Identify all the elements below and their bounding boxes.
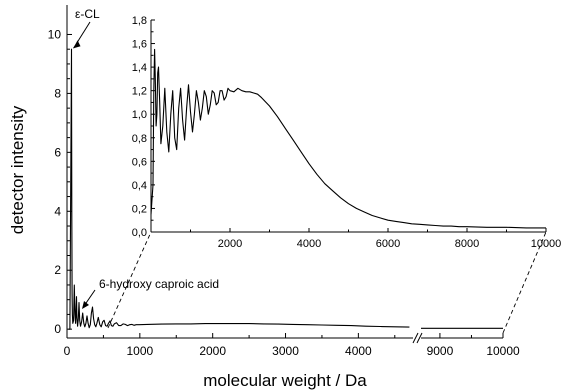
y-tick-label: 2 [54,263,61,277]
axis-break-mark [412,332,419,344]
x-tick-label: 10000 [486,344,520,358]
inset-series-line [150,48,546,229]
y-tick-label: 10 [48,27,62,41]
inset-x-tick-label: 8000 [455,238,479,250]
main-series-line [68,48,410,330]
inset-y-tick-label: 1,0 [132,109,147,121]
inset-y-tick-label: 1,4 [132,62,147,74]
axis-break-mark [416,332,423,344]
y-tick-label: 4 [54,204,61,218]
x-tick-label: 0 [64,344,71,358]
inset-y-tick-label: 0,6 [132,156,147,168]
annotation-arrowhead [73,40,81,49]
connector-left [107,231,152,329]
y-tick-label: 6 [54,145,61,159]
connector-right [502,231,547,334]
inset-y-tick-label: 0,0 [132,227,147,239]
x-tick-label: 3000 [272,344,299,358]
inset-x-tick-label: 6000 [376,238,400,250]
inset-y-tick-label: 0,8 [132,133,147,145]
annotation-label: 6-hydroxy caproic acid [99,277,219,291]
x-axis-title: molecular weight / Da [203,371,367,390]
x-tick-label: 2000 [199,344,226,358]
main-series [68,48,503,330]
annotations: ε-CL 6-hydroxy caproic acid [73,7,219,309]
inset-y-tick-label: 0,4 [132,180,147,192]
inset-axes: 0,0 0,2 0,4 0,6 0,8 1,0 1,2 1,4 1,6 1,8 2000 4000 60… [132,15,561,250]
y-axis-title: detector intensity [8,105,27,234]
inset-y-tick-label: 1,2 [132,86,147,98]
x-tick-label: 1000 [126,344,153,358]
x-tick-label: 4000 [345,344,372,358]
inset-x-tick-label: 10000 [531,238,561,250]
annotation-label: ε-CL [75,7,100,21]
y-tick-label: 8 [54,86,61,100]
x-tick-label: 9000 [427,344,454,358]
y-tick-label: 0 [54,322,61,336]
inset-y-tick-label: 0,2 [132,203,147,215]
inset-y-tick-label: 1,8 [132,15,147,27]
inset-x-tick-label: 4000 [297,238,321,250]
inset-x-tick-label: 2000 [218,238,242,250]
annotation-arrowhead [82,301,89,309]
main-axes: 0 2 4 6 8 10 0 1000 2000 3000 4000 9000 10000 [48,5,520,358]
inset-connectors [107,231,547,334]
inset-series [150,48,546,229]
inset-y-tick-label: 1,6 [132,39,147,51]
